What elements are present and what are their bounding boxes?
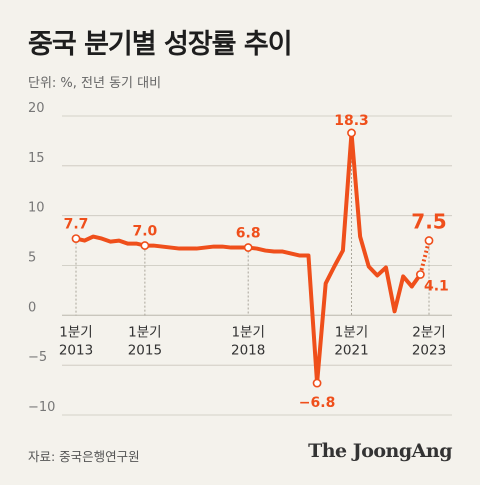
brand-logo: The JoongAng bbox=[308, 440, 452, 462]
point-marker bbox=[424, 236, 434, 245]
x-axis-ticks: 1분기 2013 1분기 2015 1분기 2018 1분기 2021 2분기 2023 bbox=[59, 324, 446, 358]
data-label: −6.8 bbox=[299, 395, 336, 411]
x-tick-label: 1분기 bbox=[128, 324, 161, 340]
x-tick-label: 1분기 bbox=[231, 324, 264, 340]
point-marker bbox=[347, 128, 356, 138]
chart-title: 중국 분기별 성장률 추이 bbox=[28, 29, 293, 60]
y-tick-label: −10 bbox=[28, 400, 55, 415]
x-tick-label: 2013 bbox=[59, 342, 93, 358]
y-tick-label: 20 bbox=[28, 101, 45, 116]
x-tick-label: 1분기 bbox=[335, 324, 368, 340]
y-tick-label: 15 bbox=[28, 151, 45, 166]
unit-note: 단위: %, 전년 동기 대비 bbox=[28, 76, 162, 91]
point-marker bbox=[140, 241, 150, 250]
y-tick-label: −5 bbox=[28, 350, 47, 365]
x-tick-label: 2023 bbox=[412, 342, 446, 358]
x-tick-label: 2018 bbox=[231, 342, 265, 358]
x-tick-label: 2015 bbox=[128, 342, 162, 358]
data-label: 7.5 bbox=[411, 210, 446, 234]
point-markers bbox=[71, 128, 434, 388]
data-label: 7.0 bbox=[132, 224, 157, 240]
y-axis-ticks: 20 15 10 5 0 −5 −10 bbox=[28, 101, 55, 415]
source-note: 자료: 중국은행연구원 bbox=[28, 449, 140, 464]
data-labels: 7.7 7.0 6.8 −6.8 18.3 4.1 7.5 bbox=[64, 113, 449, 411]
point-marker bbox=[243, 243, 253, 252]
y-tick-label: 5 bbox=[28, 251, 36, 266]
data-label: 7.7 bbox=[64, 217, 89, 233]
point-marker bbox=[71, 234, 81, 243]
x-guide-lines bbox=[75, 132, 430, 316]
grid-lines bbox=[62, 115, 452, 416]
y-tick-label: 0 bbox=[28, 300, 36, 315]
point-marker bbox=[415, 270, 425, 279]
x-tick-label: 2분기 bbox=[412, 324, 445, 340]
x-tick-label: 2021 bbox=[334, 342, 368, 358]
series-line-forecast bbox=[418, 240, 431, 275]
x-tick-label: 1분기 bbox=[59, 324, 92, 340]
data-label: 6.8 bbox=[236, 226, 261, 242]
data-label: 18.3 bbox=[334, 113, 369, 129]
data-label: 4.1 bbox=[424, 278, 449, 294]
y-tick-label: 10 bbox=[28, 201, 45, 216]
point-marker bbox=[312, 378, 322, 388]
